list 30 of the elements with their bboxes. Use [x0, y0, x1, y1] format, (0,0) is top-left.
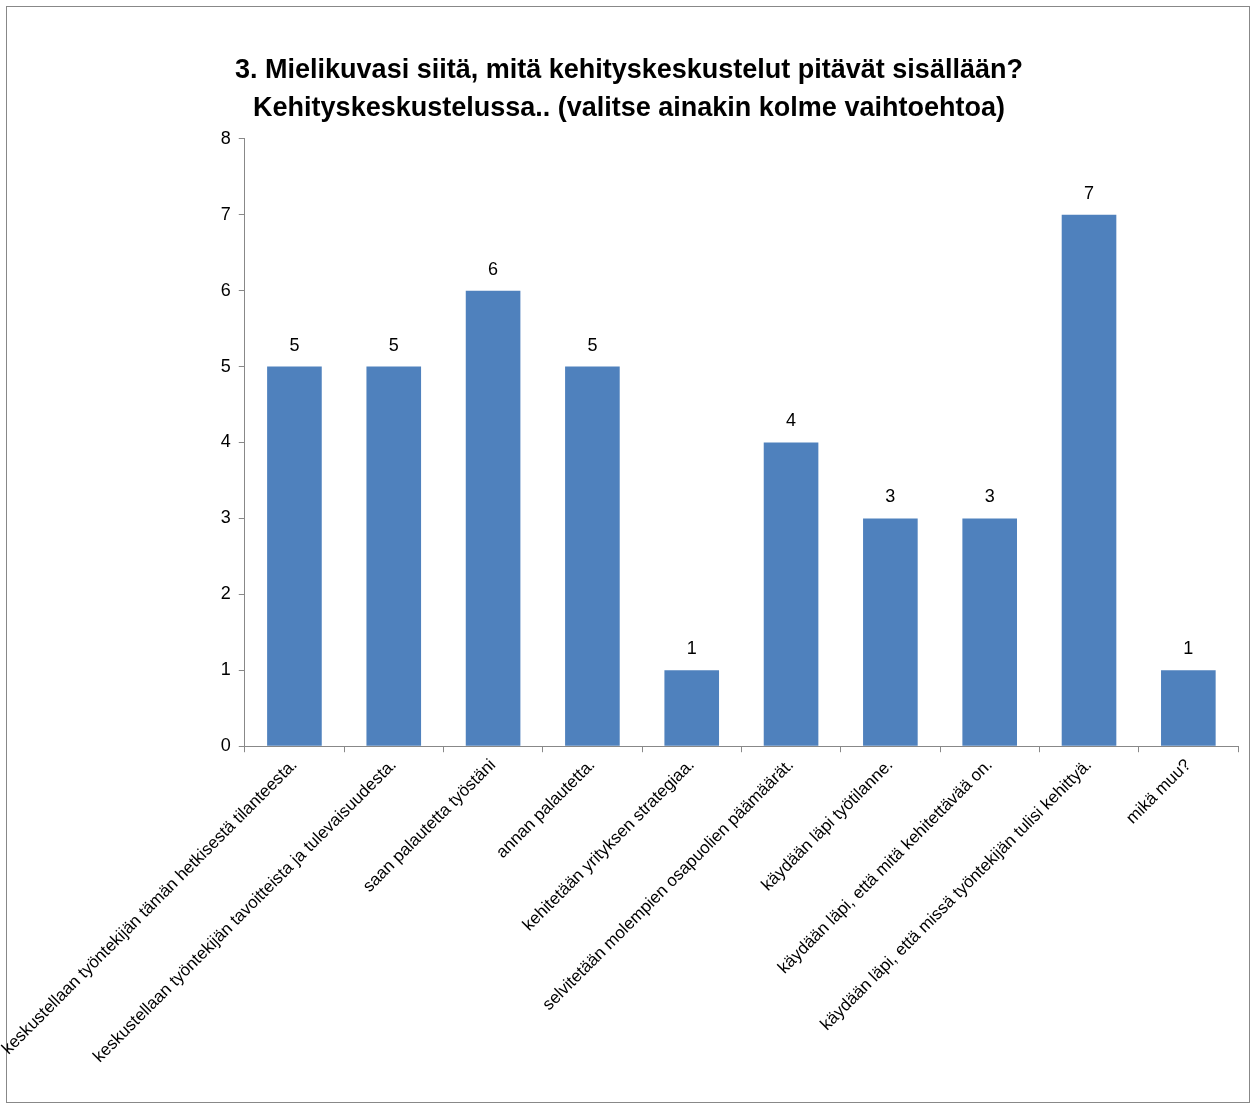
chart-title: 3. Mielikuvasi siitä, mitä kehityskeskustelut pitävät sisällään? Kehityskeskustelussa.. (valitse ainakin kolme vaihtoehtoa) [234, 53, 1024, 124]
y-tick-label: 1 [220, 659, 231, 680]
data-label: 1 [686, 638, 697, 659]
data-label: 3 [984, 486, 995, 507]
bar [565, 366, 620, 746]
bar [267, 366, 322, 746]
data-label: 4 [786, 410, 797, 431]
bar [1061, 214, 1117, 746]
y-tick-label: 7 [220, 203, 231, 224]
y-tick-label: 2 [220, 583, 231, 604]
y-tick-label: 5 [220, 355, 231, 376]
y-tick-label: 8 [220, 127, 231, 148]
data-label: 6 [488, 258, 499, 279]
bar [664, 670, 720, 746]
y-tick-label: 3 [220, 507, 231, 528]
bar [763, 442, 819, 746]
bar [962, 518, 1018, 746]
data-label: 5 [587, 334, 598, 355]
data-label: 7 [1084, 182, 1095, 203]
y-tick-label: 4 [220, 431, 231, 452]
data-label: 5 [388, 334, 399, 355]
y-tick-label: 6 [220, 279, 231, 300]
bar [366, 366, 422, 746]
bar [465, 290, 521, 746]
data-label: 3 [885, 486, 896, 507]
data-label: 5 [289, 334, 300, 355]
bar [863, 518, 918, 746]
y-tick-label: 0 [220, 735, 231, 756]
bar [1161, 670, 1216, 746]
data-label: 1 [1183, 638, 1194, 659]
